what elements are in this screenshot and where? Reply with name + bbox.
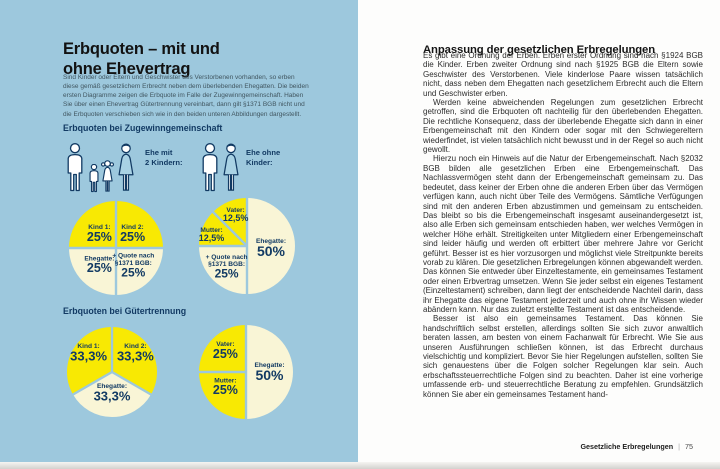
pie-slice [247, 198, 295, 294]
man-icon [67, 143, 83, 192]
pie-slice-label: Ehegatte: [256, 238, 286, 245]
pie-slice-label: Vater: [226, 207, 244, 214]
section-heading-zugewinngemeinschaft: Erbquoten bei Zugewinngemeinschaft [63, 123, 223, 133]
pie-slice-divider [71, 370, 113, 397]
pie-slice-label: Kind 2: [124, 343, 146, 350]
footer-chapter-label: Gesetzliche Erbregelungen [580, 442, 674, 451]
section-heading-guetertrennung: Erbquoten bei Gütertrennung [63, 306, 187, 316]
pie-slice-value: 33,3% [70, 348, 107, 363]
right-page: Anpassung der gesetzlichen Erbregelungen… [358, 0, 720, 462]
pie-chart-2: Ehegatte:50% + Quote nach§1371 BGB:25% Mut… [197, 196, 295, 296]
pie-chart-3: Kind 2:33,3%Ehegatte:33,3%Kind 1:33,3% [66, 325, 158, 418]
pie-slice-value: 25% [213, 347, 238, 361]
pie-slice-value: 12,5% [199, 233, 225, 243]
woman-icon [118, 143, 134, 191]
pie-slice [199, 325, 246, 372]
pie-slice-label: Kind 2: [121, 224, 143, 231]
pie-slice-label: + Quote nach [112, 253, 154, 260]
pie-slice-value: 25% [215, 266, 239, 280]
pie-slice-value: 33,3% [117, 348, 154, 363]
body-paragraph: Hierzu noch ein Hinweis auf die Natur de… [423, 154, 703, 314]
pie-slice-divider [211, 210, 248, 247]
pie-slice-value: 12,5% [223, 213, 249, 223]
page-bottom-edge [0, 462, 720, 469]
icon-label-ehe-mit-2-kindern: Ehe mit 2 Kindern: [145, 148, 183, 168]
body-paragraph: Es gibt eine Ordnung der Erben. Erben er… [423, 51, 703, 98]
pie-slice-value: 25% [213, 383, 238, 397]
pie-slice-value: 50% [255, 367, 284, 383]
pie-slice [199, 212, 247, 246]
pie-slice-label: §1371 BGB: [208, 261, 245, 268]
pie-slice [199, 372, 246, 419]
girl-icon [100, 160, 115, 192]
pie-slice-label: §1371 BGB: [115, 260, 152, 267]
woman-icon [223, 143, 239, 191]
pie-slice [116, 248, 163, 295]
icon-label-line: Kinder: [246, 157, 273, 167]
footer-separator: | [678, 442, 680, 451]
article-body: Es gibt eine Ordnung der Erben. Erben er… [423, 51, 703, 399]
page-title-line1: Erbquoten – mit und [63, 40, 220, 59]
pie-slice-label: Ehegatte: [84, 255, 114, 262]
man-icon [202, 143, 218, 192]
pie-slice-label: Kind 1: [77, 343, 99, 350]
pie-slice-divider [111, 370, 153, 397]
boy-icon [89, 164, 99, 193]
page-title: Erbquoten – mit und ohne Ehevertrag [63, 40, 220, 79]
page-footer: Gesetzliche Erbregelungen | 75 [580, 442, 693, 451]
footer-page-number: 75 [685, 442, 693, 451]
pie-slice-label: Mutter: [214, 377, 236, 384]
pie-slice [199, 246, 247, 294]
icon-label-line: Ehe ohne [246, 148, 281, 157]
pie-slice-label: Mutter: [200, 227, 222, 234]
intro-text: Sind Kinder oder Eltern und Geschwister … [63, 73, 309, 118]
pie-slice [213, 198, 247, 246]
icon-label-line: Ehe mit [145, 148, 173, 157]
pie-slice [69, 248, 116, 295]
pie-slice-value: 25% [87, 230, 112, 244]
pie-chart-4: Ehegatte:50%Mutter:25%Vater:25% [197, 323, 293, 421]
body-paragraph: Werden keine abweichenden Regelungen zum… [423, 98, 703, 155]
pie-slice-value: 50% [257, 243, 286, 259]
pie-slice-label: Ehegatte: [97, 383, 127, 390]
article-heading: Anpassung der gesetzlichen Erbregelungen [423, 44, 656, 57]
pie-slice-label: + Quote nach [206, 254, 248, 261]
pie-slice [69, 201, 116, 248]
pie-slice [246, 325, 293, 419]
pie-slice-value: 25% [121, 265, 145, 279]
pie-slice [116, 201, 163, 248]
icon-label-line: 2 Kindern: [145, 157, 183, 167]
body-paragraph: Besser ist also ein gemeinsames Testamen… [423, 314, 703, 399]
pie-slice-label: Vater: [216, 341, 234, 348]
pie-slice-label: Ehegatte: [254, 362, 284, 369]
pie-slice-value: 25% [120, 230, 145, 244]
left-page: Erbquoten – mit und ohne Ehevertrag Sind… [0, 0, 358, 462]
pie-slice-label: Kind 1: [88, 224, 110, 231]
pie-slice-value: 25% [87, 261, 112, 275]
pie-slice-value: 33,3% [94, 388, 131, 403]
pie-chart-1: Kind 1:25%Kind 2:25%+ Quote nach§1371 BG… [67, 199, 165, 297]
page-title-line2: ohne Ehevertrag [63, 59, 191, 78]
icon-label-ehe-ohne-kinder: Ehe ohne Kinder: [246, 148, 280, 168]
